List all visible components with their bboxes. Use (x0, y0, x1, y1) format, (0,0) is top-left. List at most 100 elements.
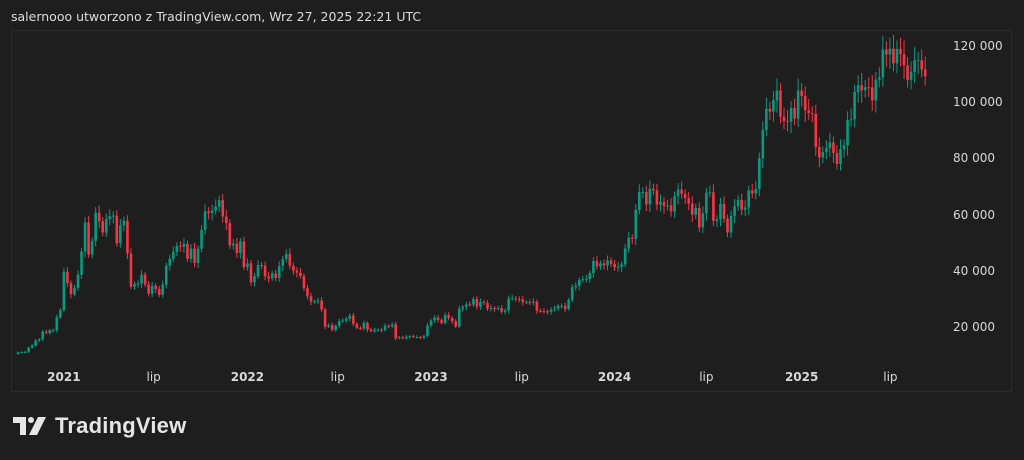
candle (217, 195, 221, 213)
candle (207, 207, 210, 220)
candle (412, 334, 415, 339)
candle-body (652, 188, 655, 191)
candle-body (200, 229, 203, 249)
candle (532, 298, 535, 306)
candle (892, 34, 895, 72)
candle-body (655, 190, 659, 205)
candle-body (800, 90, 803, 96)
candle (475, 296, 479, 310)
candle (683, 189, 687, 204)
candle-body (758, 158, 761, 189)
candle (468, 301, 472, 307)
candle-body (892, 48, 895, 64)
candle (164, 262, 168, 289)
candle (274, 269, 277, 282)
candle (41, 329, 45, 342)
candle (62, 268, 66, 313)
candle-body (383, 325, 387, 331)
candle-body (553, 308, 556, 310)
candle-body (828, 142, 832, 149)
candle-body (687, 198, 690, 204)
candle (394, 321, 398, 341)
candle (66, 267, 69, 287)
candle-body (214, 206, 217, 211)
price-axis-label: 60 000 (953, 207, 995, 222)
candle (440, 318, 443, 325)
candle-body (521, 299, 525, 303)
candle-body (468, 304, 472, 306)
candle-body (740, 199, 743, 210)
candle-body (97, 212, 101, 222)
candle (246, 258, 249, 271)
candle-body (595, 261, 599, 267)
candle-body (567, 299, 570, 309)
candle (701, 206, 705, 234)
candle-body (514, 298, 518, 300)
candle-body (496, 308, 500, 310)
candle-body (239, 241, 242, 253)
candle-body (722, 203, 726, 219)
candle-body (246, 263, 249, 268)
candle (327, 323, 330, 329)
candle-body (736, 199, 740, 207)
tradingview-logo[interactable]: TradingView (13, 413, 186, 439)
candle (186, 240, 189, 263)
candle-body (119, 225, 122, 244)
candle-body (422, 336, 426, 338)
candle-body (352, 315, 355, 324)
time-axis-label: lip (146, 370, 161, 384)
candle (835, 145, 839, 170)
candle-body (62, 271, 66, 311)
candle-body (768, 108, 772, 112)
candle-body (369, 329, 373, 332)
candle (916, 52, 920, 75)
candle-body (362, 322, 366, 329)
candle-body (570, 287, 574, 300)
candle (104, 213, 108, 238)
candle (69, 280, 73, 299)
candle-body (574, 285, 578, 288)
candle (150, 281, 154, 298)
candle-body (472, 299, 475, 305)
candle-body (320, 300, 323, 310)
candle-body (242, 241, 246, 268)
candle (648, 180, 652, 213)
candle-body (129, 253, 133, 287)
candle-body (846, 120, 849, 146)
candle (923, 56, 927, 86)
candle (277, 261, 281, 282)
candle-body (754, 188, 758, 194)
candle (503, 308, 507, 315)
candle (37, 338, 41, 343)
candle-body (193, 248, 196, 263)
candle (733, 199, 736, 224)
candle (263, 261, 267, 281)
candle (493, 306, 496, 312)
candle-body (789, 107, 793, 122)
candle (913, 46, 916, 84)
candle (750, 183, 754, 199)
candle (320, 297, 323, 313)
candle-body (284, 253, 288, 260)
candle (666, 199, 669, 211)
candle-body (916, 60, 920, 62)
candle (870, 75, 874, 111)
candle-body (874, 79, 878, 101)
candle (510, 294, 514, 301)
candle (846, 111, 849, 156)
candle-body (832, 142, 835, 153)
candle-body (224, 216, 228, 224)
candle-body (835, 152, 839, 164)
candle-body (620, 264, 623, 267)
candle (878, 67, 881, 88)
candle-body (175, 245, 179, 252)
candle-body (337, 320, 341, 326)
candle (570, 284, 574, 303)
candle (563, 302, 567, 313)
candle (779, 83, 782, 124)
candle-body (606, 260, 609, 266)
candle-body (923, 69, 927, 77)
candle-body (143, 274, 147, 285)
candle-body (66, 271, 69, 284)
